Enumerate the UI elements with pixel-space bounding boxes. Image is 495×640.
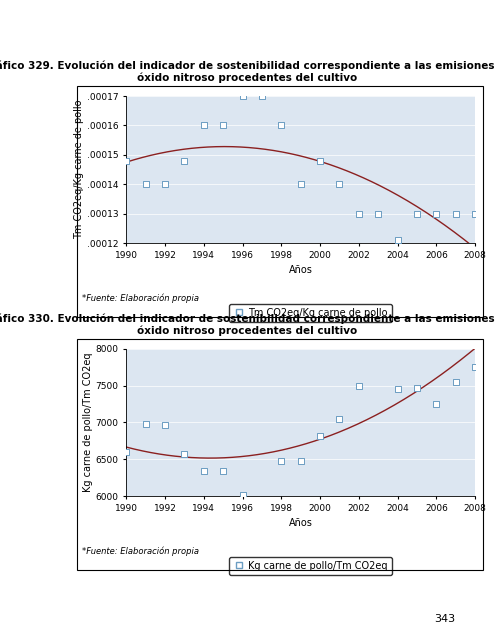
Point xyxy=(316,431,324,441)
Point xyxy=(452,377,460,387)
Point xyxy=(219,466,227,476)
Point xyxy=(355,380,363,390)
Text: *Fuente: Elaboración propia: *Fuente: Elaboración propia xyxy=(82,293,198,303)
Point xyxy=(161,420,169,431)
Text: Gráfico 329. Evolución del indicador de sostenibilidad correspondiente a las emi: Gráfico 329. Evolución del indicador de … xyxy=(0,61,495,83)
Y-axis label: Tm CO2eq/Kg carne de pollo: Tm CO2eq/Kg carne de pollo xyxy=(74,100,84,239)
Legend: Kg carne de pollo/Tm CO2eq: Kg carne de pollo/Tm CO2eq xyxy=(229,557,392,575)
Point xyxy=(394,384,401,394)
Point xyxy=(316,156,324,166)
Point xyxy=(200,466,208,476)
Point xyxy=(142,179,149,189)
Point xyxy=(239,490,247,500)
Point xyxy=(374,329,382,339)
Text: 343: 343 xyxy=(434,614,455,624)
Point xyxy=(471,362,479,372)
Y-axis label: Kg carne de pollo/Tm CO2eq: Kg carne de pollo/Tm CO2eq xyxy=(83,353,93,492)
X-axis label: Años: Años xyxy=(289,266,313,275)
Point xyxy=(336,179,344,189)
Point xyxy=(433,399,441,409)
Point xyxy=(200,120,208,131)
Point xyxy=(413,383,421,393)
Point xyxy=(336,413,344,424)
Point xyxy=(297,456,304,466)
Point xyxy=(219,120,227,131)
Point xyxy=(258,502,266,513)
Point xyxy=(394,235,401,245)
Point xyxy=(122,447,130,457)
Legend: Tm CO2eq/Kg carne de pollo: Tm CO2eq/Kg carne de pollo xyxy=(229,304,392,322)
Point xyxy=(413,209,421,219)
Point xyxy=(142,419,149,429)
Point xyxy=(277,120,285,131)
Text: Gráfico 330. Evolución del indicador de sostenibilidad correspondiente a las emi: Gráfico 330. Evolución del indicador de … xyxy=(0,314,495,336)
Point xyxy=(258,91,266,101)
Point xyxy=(239,91,247,101)
Point xyxy=(433,209,441,219)
Point xyxy=(180,156,188,166)
Point xyxy=(180,449,188,459)
Point xyxy=(122,156,130,166)
Point xyxy=(471,209,479,219)
Text: *Fuente: Elaboración propia: *Fuente: Elaboración propia xyxy=(82,546,198,556)
Point xyxy=(277,456,285,466)
X-axis label: Años: Años xyxy=(289,518,313,528)
Point xyxy=(374,209,382,219)
Point xyxy=(355,209,363,219)
Point xyxy=(297,179,304,189)
Point xyxy=(161,179,169,189)
Point xyxy=(452,209,460,219)
